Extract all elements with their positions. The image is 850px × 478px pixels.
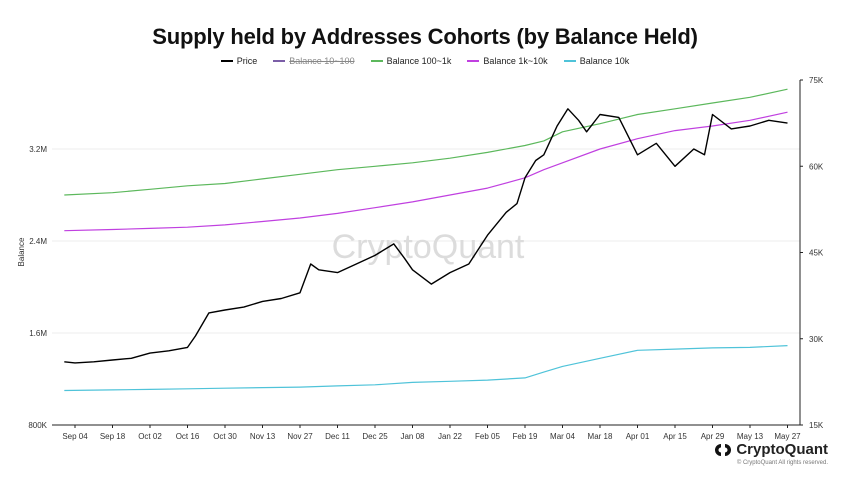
x-tick-label: Apr 15 <box>663 432 687 441</box>
legend-swatch <box>273 60 286 62</box>
y-left-tick-label: 800K <box>28 421 47 430</box>
x-tick-label: Jan 08 <box>400 432 425 441</box>
y-left-tick-label: 1.6M <box>29 329 47 338</box>
x-tick-label: Dec 25 <box>362 432 388 441</box>
legend-label: Balance 10k <box>579 56 630 66</box>
legend-swatch <box>563 60 576 62</box>
legend-label: Balance 10~100 <box>289 56 355 66</box>
copyright-text: © CryptoQuant All rights reserved. <box>736 460 828 466</box>
legend-item-balance-10-100[interactable]: Balance 10~100 <box>273 56 355 66</box>
cryptoquant-logo-icon <box>715 443 732 456</box>
series-line-price <box>64 108 788 364</box>
legend-item-price[interactable]: Price <box>220 56 258 66</box>
x-tick-label: Nov 13 <box>250 432 276 441</box>
x-tick-label: Sep 04 <box>62 432 88 441</box>
legend-swatch <box>467 60 480 62</box>
x-tick-label: Feb 05 <box>475 432 500 441</box>
series-layer <box>64 88 788 392</box>
brand-name: CryptoQuant <box>736 441 828 458</box>
y-right-tick-label: 60K <box>809 162 824 171</box>
x-tick-label: Oct 16 <box>176 432 200 441</box>
legend-swatch <box>220 60 233 62</box>
y-right-tick-label: 30K <box>809 335 824 344</box>
x-tick-label: May 13 <box>737 432 764 441</box>
x-tick-label: Jan 22 <box>438 432 463 441</box>
x-tick-label: Apr 01 <box>626 432 650 441</box>
x-tick-label: Sep 18 <box>100 432 126 441</box>
y-right-tick-label: 15K <box>809 421 824 430</box>
tick-labels: Sep 04 Sep 18 Oct 02 Oct 16 Oct 30 Nov 13 Nov … <box>17 76 824 441</box>
series-line-balance-1k-10k <box>64 111 788 232</box>
y-left-tick-label: 3.2M <box>29 145 47 154</box>
brand: CryptoQuant <box>714 441 828 458</box>
x-tick-label: Oct 02 <box>138 432 162 441</box>
x-tick-label: May 27 <box>774 432 801 441</box>
x-tick-label: Mar 18 <box>588 432 613 441</box>
legend-item-balance-10k[interactable]: Balance 10k <box>563 56 630 66</box>
legend-label: Price <box>236 56 258 66</box>
x-tick-label: Dec 11 <box>325 432 350 441</box>
series-line-balance-10k <box>64 345 788 392</box>
x-tick-label: Mar 04 <box>550 432 575 441</box>
series-line-balance-100-1k <box>64 88 788 196</box>
watermark: CryptoQuant <box>332 228 525 266</box>
y-right-tick-label: 75K <box>809 76 824 85</box>
x-tick-label: Nov 27 <box>287 432 313 441</box>
watermark-layer: CryptoQuant <box>332 228 525 266</box>
y-axis-label: Balance <box>17 237 26 266</box>
y-right-tick-label: 45K <box>809 249 824 258</box>
chart-title: Supply held by Addresses Cohorts (by Bal… <box>152 24 698 49</box>
x-tick-label: Oct 30 <box>213 432 237 441</box>
legend-label: Balance 100~1k <box>386 56 452 66</box>
legend-swatch <box>370 60 383 62</box>
legend: Price Balance 10~100 Balance 100~1k Balance… <box>0 56 850 66</box>
x-tick-label: Feb 19 <box>513 432 538 441</box>
legend-label: Balance 1k~10k <box>483 56 548 66</box>
x-tick-label: Apr 29 <box>701 432 725 441</box>
y-left-tick-label: 2.4M <box>29 237 47 246</box>
legend-item-balance-100-1k[interactable]: Balance 100~1k <box>370 56 452 66</box>
grid <box>52 148 800 426</box>
legend-item-balance-1k-10k[interactable]: Balance 1k~10k <box>467 56 548 66</box>
